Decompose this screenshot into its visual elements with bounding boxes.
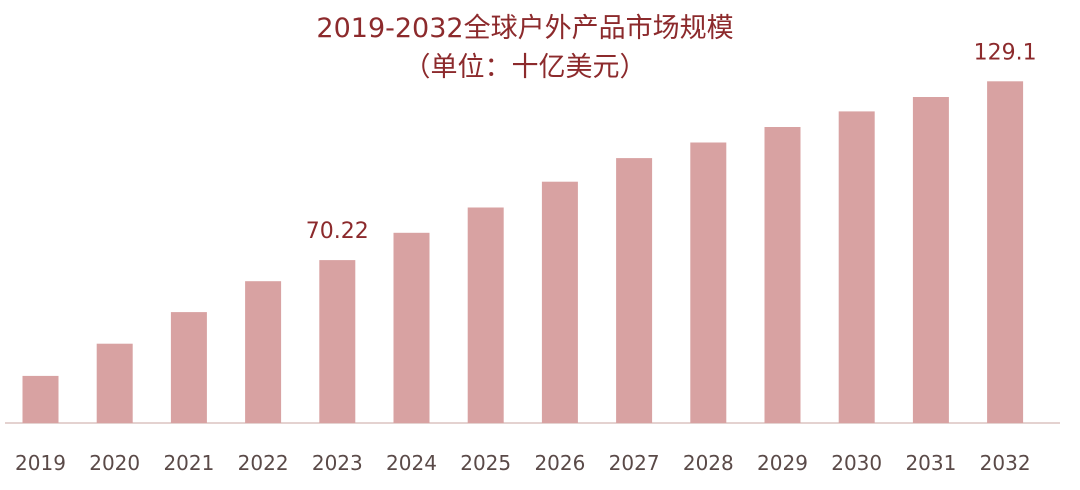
bar-2022 xyxy=(245,281,282,423)
x-tick-label-2022: 2022 xyxy=(238,451,289,475)
bar-2027 xyxy=(616,158,653,423)
chart-subtitle: （单位：十亿美元） xyxy=(404,52,647,83)
bar-2030 xyxy=(838,111,875,424)
chart-title: 2019-2032全球户外产品市场规模 xyxy=(316,13,733,44)
bar-2028 xyxy=(690,142,727,423)
data-labels: 70.22 129.1 xyxy=(306,40,1037,244)
x-tick-label-2028: 2028 xyxy=(683,451,734,475)
x-tick-label-2029: 2029 xyxy=(757,451,808,475)
x-tick-label-2031: 2031 xyxy=(905,451,956,475)
bar-2025 xyxy=(467,207,504,423)
x-tick-label-2025: 2025 xyxy=(460,451,511,475)
x-tick-label-2030: 2030 xyxy=(831,451,882,475)
bar-2029 xyxy=(764,127,801,423)
x-tick-label-2019: 2019 xyxy=(15,451,66,475)
bars-group xyxy=(22,81,1024,424)
bar-2031 xyxy=(912,97,949,423)
bar-2023 xyxy=(319,260,356,423)
data-label-2032: 129.1 xyxy=(974,40,1037,65)
bar-2021 xyxy=(170,312,207,423)
x-tick-label-2023: 2023 xyxy=(312,451,363,475)
x-tick-label-2021: 2021 xyxy=(163,451,214,475)
bar-2032 xyxy=(987,81,1024,424)
bar-2020 xyxy=(96,343,133,423)
bar-2026 xyxy=(541,181,578,423)
x-tick-label-2027: 2027 xyxy=(609,451,660,475)
bar-2024 xyxy=(393,232,430,423)
data-label-2023: 70.22 xyxy=(306,219,369,244)
bar-2019 xyxy=(22,375,59,423)
x-tick-labels: 2019 2020 2021 2022 2023 2024 2025 2026 2027 2028… xyxy=(15,451,1031,475)
x-tick-label-2020: 2020 xyxy=(89,451,140,475)
x-tick-label-2024: 2024 xyxy=(386,451,437,475)
x-tick-label-2026: 2026 xyxy=(534,451,585,475)
x-tick-label-2032: 2032 xyxy=(980,451,1031,475)
